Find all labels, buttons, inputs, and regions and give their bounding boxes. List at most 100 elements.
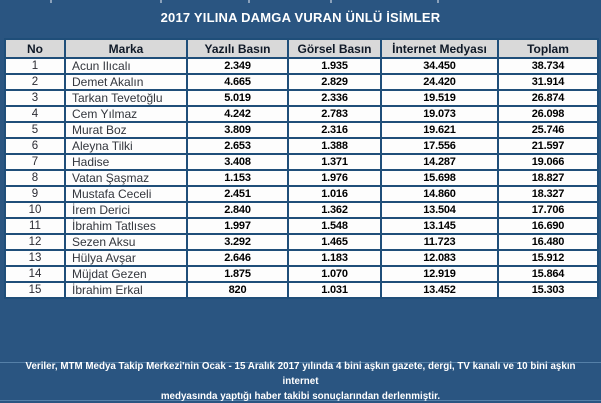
- cell-name: Tarkan Tevetoğlu: [64, 89, 188, 107]
- cell-total: 16.480: [497, 233, 599, 251]
- cell-rank: 11: [4, 217, 66, 235]
- cell-print-media: 2.349: [186, 57, 289, 75]
- cell-visual-media: 2.316: [287, 121, 382, 139]
- cell-print-media: 4.665: [186, 73, 289, 91]
- table-row: 7 Hadise 3.408 1.371 14.287 19.066: [4, 153, 599, 171]
- cell-name: Müjdat Gezen: [64, 265, 188, 283]
- cell-total: 38.734: [497, 57, 599, 75]
- cell-visual-media: 1.183: [287, 249, 382, 267]
- cell-rank: 8: [4, 169, 66, 187]
- cell-print-media: 2.840: [186, 201, 289, 219]
- cell-total: 15.912: [497, 249, 599, 267]
- cell-internet-media: 11.723: [380, 233, 499, 251]
- table-row: 9 Mustafa Ceceli 2.451 1.016 14.860 18.3…: [4, 185, 599, 203]
- cell-name: Aleyna Tilki: [64, 137, 188, 155]
- cell-rank: 4: [4, 105, 66, 123]
- cell-name: Cem Yılmaz: [64, 105, 188, 123]
- cell-print-media: 2.653: [186, 137, 289, 155]
- cell-rank: 7: [4, 153, 66, 171]
- cell-rank: 15: [4, 281, 66, 299]
- cell-total: 18.327: [497, 185, 599, 203]
- border-artifact-tick: [330, 0, 332, 3]
- border-artifact-tick: [50, 0, 52, 3]
- page-title: 2017 YILINA DAMGA VURAN ÜNLÜ İSİMLER: [160, 10, 441, 25]
- cell-rank: 9: [4, 185, 66, 203]
- cell-rank: 6: [4, 137, 66, 155]
- cell-internet-media: 15.698: [380, 169, 499, 187]
- table-row: 13 Hülya Avşar 2.646 1.183 12.083 15.912: [4, 249, 599, 267]
- cell-name: İrem Derici: [64, 201, 188, 219]
- table-row: 14 Müjdat Gezen 1.875 1.070 12.919 15.86…: [4, 265, 599, 283]
- cell-rank: 2: [4, 73, 66, 91]
- cell-rank: 5: [4, 121, 66, 139]
- cell-total: 25.746: [497, 121, 599, 139]
- cell-print-media: 2.451: [186, 185, 289, 203]
- cell-visual-media: 1.371: [287, 153, 382, 171]
- cell-visual-media: 1.976: [287, 169, 382, 187]
- cell-internet-media: 12.919: [380, 265, 499, 283]
- cell-visual-media: 2.829: [287, 73, 382, 91]
- cell-total: 15.303: [497, 281, 599, 299]
- cell-rank: 14: [4, 265, 66, 283]
- table-row: 4 Cem Yılmaz 4.242 2.783 19.073 26.098: [4, 105, 599, 123]
- cell-name: Murat Boz: [64, 121, 188, 139]
- cell-internet-media: 13.504: [380, 201, 499, 219]
- cell-name: İbrahim Tatlıses: [64, 217, 188, 235]
- cell-name: Sezen Aksu: [64, 233, 188, 251]
- cell-total: 18.827: [497, 169, 599, 187]
- cell-visual-media: 2.783: [287, 105, 382, 123]
- cell-total: 26.098: [497, 105, 599, 123]
- cell-visual-media: 1.070: [287, 265, 382, 283]
- cell-print-media: 1.997: [186, 217, 289, 235]
- cell-name: İbrahim Erkal: [64, 281, 188, 299]
- cell-internet-media: 19.621: [380, 121, 499, 139]
- source-note-line2: medyasında yaptığı haber takibi sonuçlar…: [160, 391, 441, 402]
- table-row: 2 Demet Akalın 4.665 2.829 24.420 31.914: [4, 73, 599, 91]
- cell-visual-media: 1.362: [287, 201, 382, 219]
- cell-internet-media: 14.860: [380, 185, 499, 203]
- table-row: 12 Sezen Aksu 3.292 1.465 11.723 16.480: [4, 233, 599, 251]
- source-note-line1: Veriler, MTM Medya Takip Merkezi'nin Oca…: [25, 361, 576, 387]
- col-header-print-media: Yazılı Basın: [186, 38, 289, 59]
- table-row: 5 Murat Boz 3.809 2.316 19.621 25.746: [4, 121, 599, 139]
- cell-visual-media: 2.336: [287, 89, 382, 107]
- cell-name: Vatan Şaşmaz: [64, 169, 188, 187]
- col-header-total: Toplam: [497, 38, 599, 59]
- cell-print-media: 3.809: [186, 121, 289, 139]
- cell-name: Mustafa Ceceli: [64, 185, 188, 203]
- cell-total: 15.864: [497, 265, 599, 283]
- cell-print-media: 4.242: [186, 105, 289, 123]
- cell-rank: 3: [4, 89, 66, 107]
- cell-total: 31.914: [497, 73, 599, 91]
- border-artifact-tick: [248, 0, 250, 3]
- cell-print-media: 3.292: [186, 233, 289, 251]
- source-note: Veriler, MTM Medya Takip Merkezi'nin Oca…: [0, 361, 601, 402]
- table-row: 10 İrem Derici 2.840 1.362 13.504 17.706: [4, 201, 599, 219]
- table-header-row: No Marka Yazılı Basın Görsel Basın İnter…: [4, 38, 599, 59]
- cell-internet-media: 14.287: [380, 153, 499, 171]
- cell-rank: 13: [4, 249, 66, 267]
- cell-visual-media: 1.548: [287, 217, 382, 235]
- cell-internet-media: 19.519: [380, 89, 499, 107]
- table-row: 15 İbrahim Erkal 820 1.031 13.452 15.303: [4, 281, 599, 299]
- table-row: 3 Tarkan Tevetoğlu 5.019 2.336 19.519 26…: [4, 89, 599, 107]
- cell-total: 16.690: [497, 217, 599, 235]
- cell-internet-media: 12.083: [380, 249, 499, 267]
- col-header-internet-media: İnternet Medyası: [380, 38, 499, 59]
- cell-visual-media: 1.031: [287, 281, 382, 299]
- cell-internet-media: 34.450: [380, 57, 499, 75]
- cell-internet-media: 24.420: [380, 73, 499, 91]
- cell-name: Hadise: [64, 153, 188, 171]
- cell-internet-media: 17.556: [380, 137, 499, 155]
- cell-visual-media: 1.465: [287, 233, 382, 251]
- table-row: 8 Vatan Şaşmaz 1.153 1.976 15.698 18.827: [4, 169, 599, 187]
- cell-name: Demet Akalın: [64, 73, 188, 91]
- table-row: 6 Aleyna Tilki 2.653 1.388 17.556 21.597: [4, 137, 599, 155]
- cell-total: 26.874: [497, 89, 599, 107]
- cell-rank: 1: [4, 57, 66, 75]
- cell-internet-media: 13.145: [380, 217, 499, 235]
- cell-internet-media: 13.452: [380, 281, 499, 299]
- cell-rank: 10: [4, 201, 66, 219]
- cell-print-media: 3.408: [186, 153, 289, 171]
- cell-total: 17.706: [497, 201, 599, 219]
